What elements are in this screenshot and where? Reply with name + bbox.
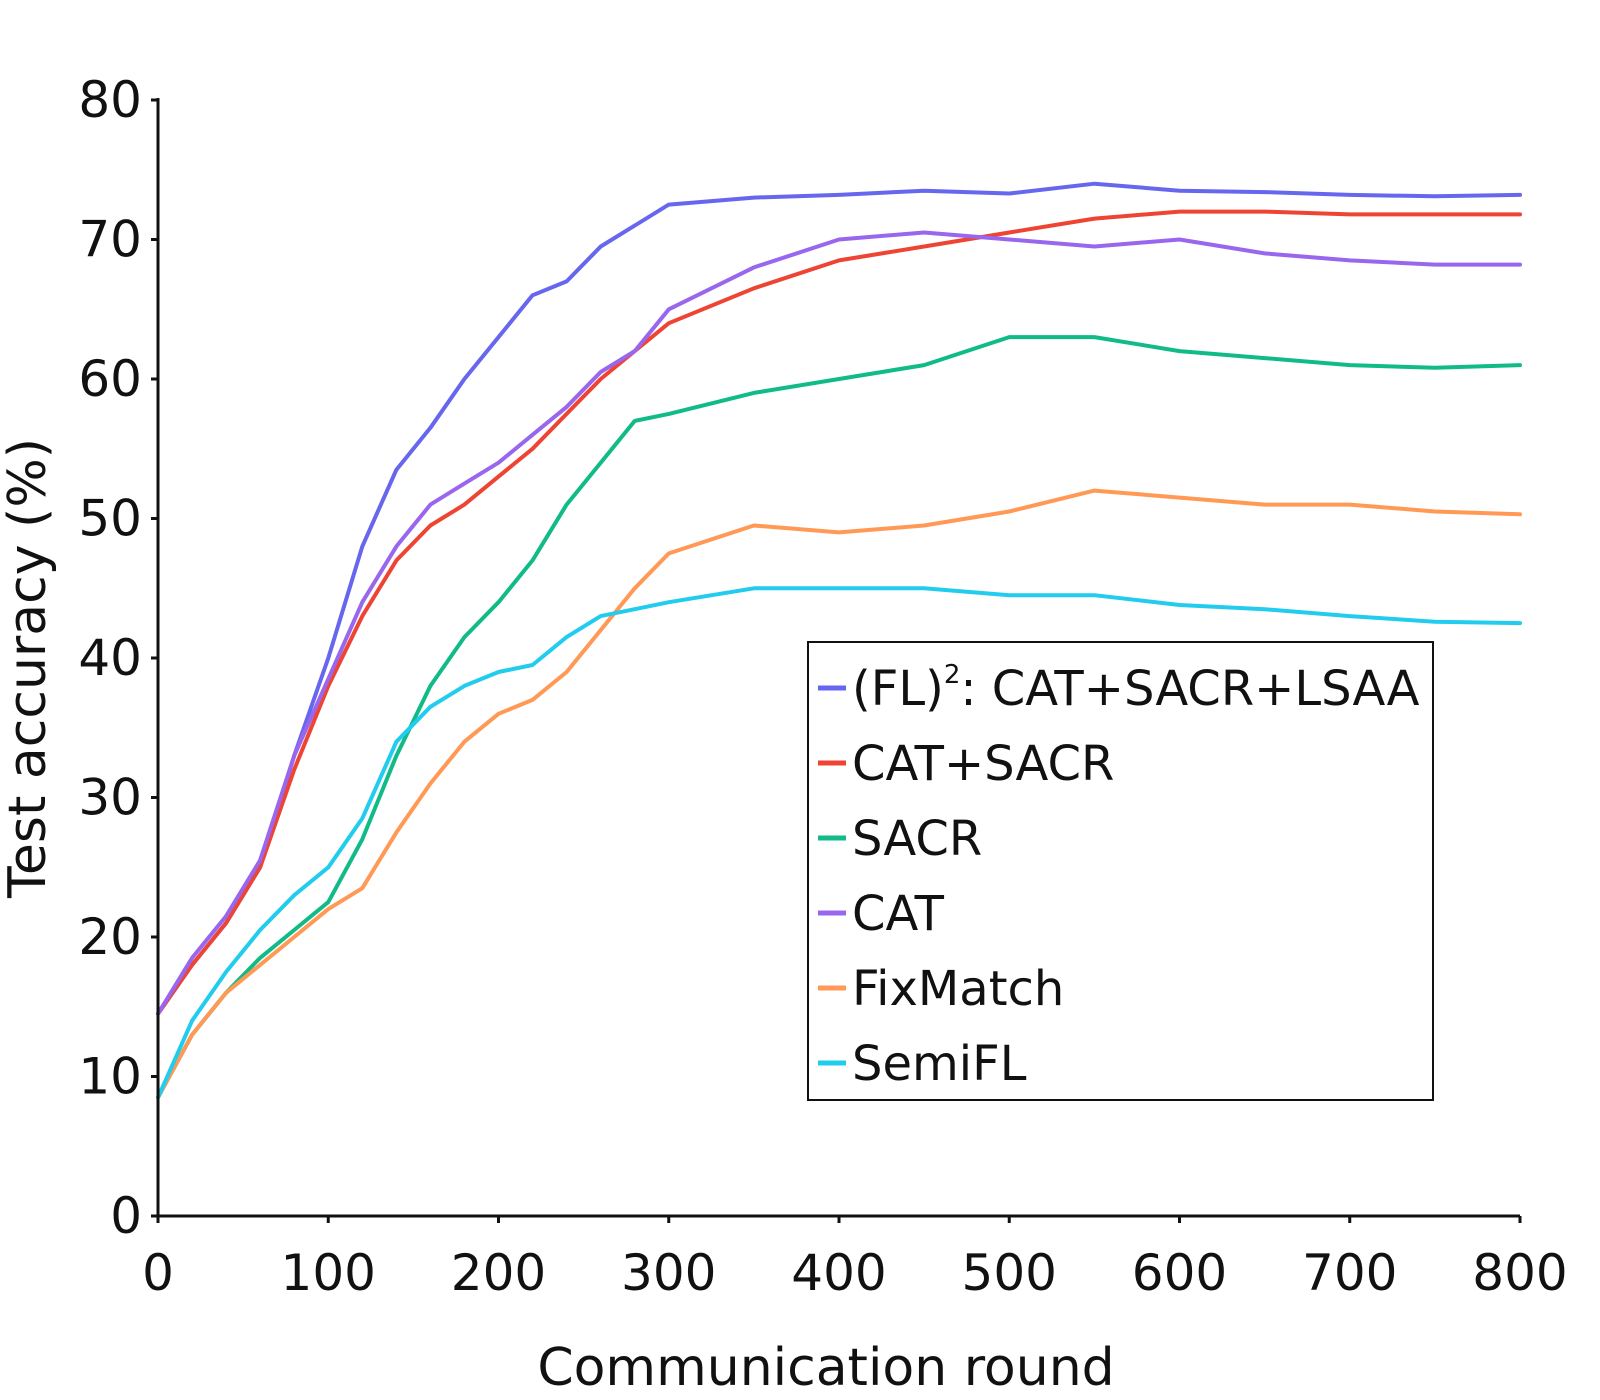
x-tick-label: 100 [281, 1244, 376, 1302]
y-tick-label: 20 [78, 908, 142, 966]
y-axis-title: Test accuracy (%) [0, 438, 58, 899]
series-line-fixmatch [156, 488, 1522, 1100]
series-line-sacr [156, 335, 1522, 1100]
legend-label: (FL)2: CAT+SACR+LSAA [852, 660, 1420, 717]
legend-label: FixMatch [852, 961, 1064, 1017]
series-lines [156, 181, 1522, 1100]
legend-box [807, 641, 1434, 1101]
y-tick-label: 80 [78, 71, 142, 129]
x-tick-label: 300 [621, 1244, 716, 1302]
y-tick-label: 10 [78, 1048, 142, 1106]
x-tick-label: 800 [1472, 1244, 1567, 1302]
series-line-cat [156, 230, 1522, 1016]
legend: (FL)2: CAT+SACR+LSAA CAT+SACR SACR CAT FixMa… [807, 641, 1434, 1101]
y-tick-label: 50 [78, 490, 142, 548]
x-tick-label: 200 [451, 1244, 546, 1302]
x-tick-label: 700 [1302, 1244, 1397, 1302]
y-tick-label: 70 [78, 211, 142, 269]
legend-label: SemiFL [852, 1036, 1027, 1092]
legend-label: SACR [852, 811, 982, 867]
legend-label: CAT [852, 886, 945, 942]
series-line-semifl [156, 586, 1522, 1100]
y-tick-label: 60 [78, 350, 142, 408]
series-line-cat-sacr [156, 209, 1522, 1016]
x-tick-label: 0 [142, 1244, 174, 1302]
y-tick-label: 0 [110, 1187, 142, 1245]
y-tick-label: 30 [78, 769, 142, 827]
y-tick-label: 40 [78, 629, 142, 687]
x-tick-label: 600 [1132, 1244, 1227, 1302]
x-tick-label: 500 [962, 1244, 1057, 1302]
x-tick-label: 400 [791, 1244, 886, 1302]
x-axis-title: Communication round [537, 1338, 1114, 1398]
legend-label: CAT+SACR [852, 736, 1114, 792]
